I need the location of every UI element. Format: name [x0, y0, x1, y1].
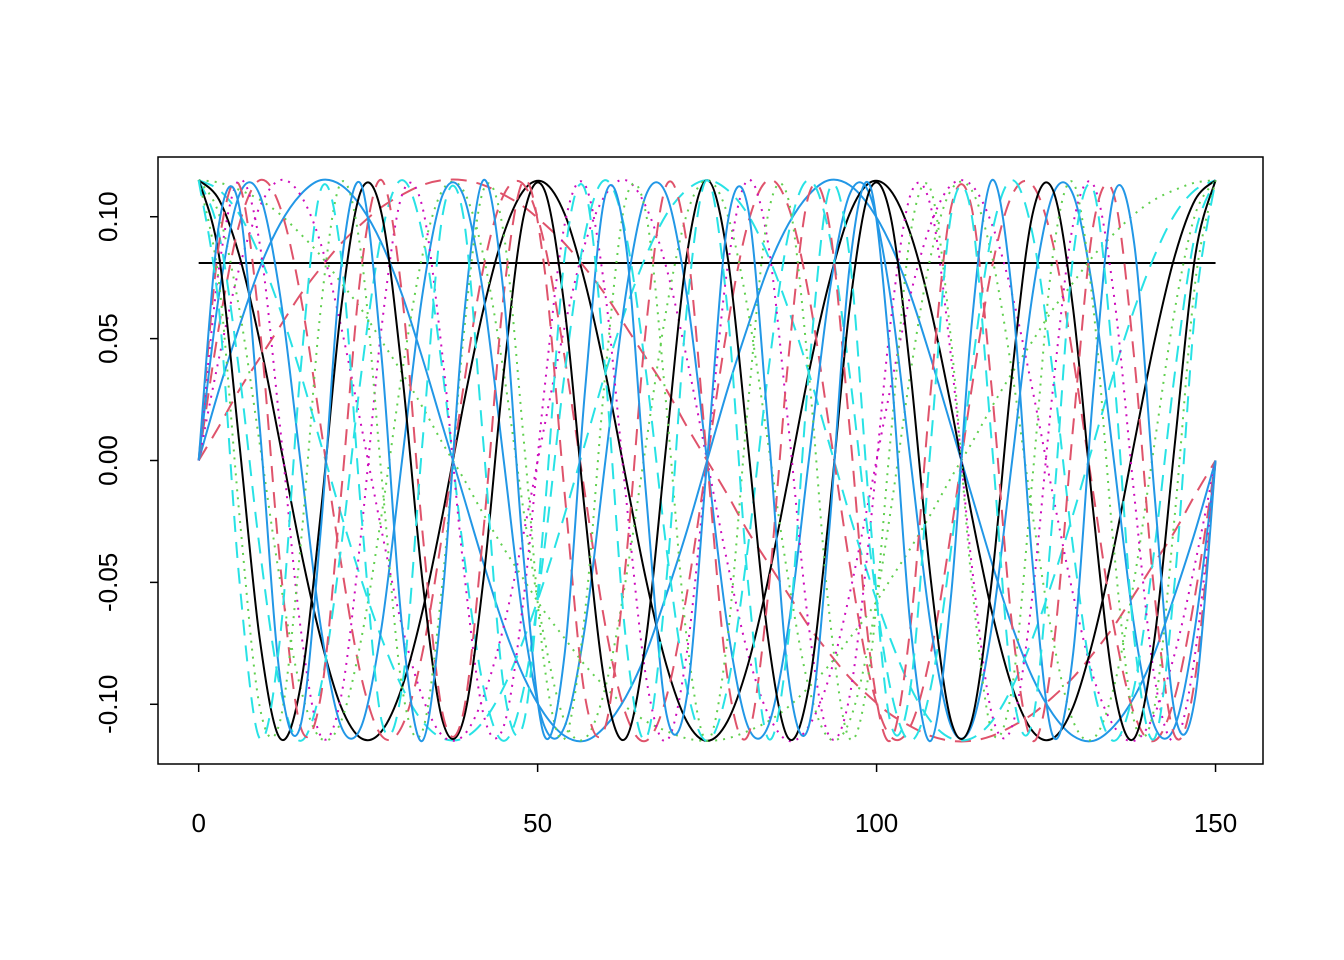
y-tick-label: 0.10	[93, 191, 123, 242]
series-line	[197, 179, 1217, 742]
y-tick-label: -0.05	[93, 553, 123, 612]
y-tick-label: -0.10	[93, 675, 123, 734]
x-tick-label: 150	[1194, 808, 1237, 838]
series-line	[197, 179, 1217, 741]
y-tick-label: 0.05	[93, 313, 123, 364]
series-line	[197, 179, 1217, 742]
x-tick-label: 100	[855, 808, 898, 838]
series-line	[197, 179, 1217, 742]
x-tick-label: 50	[523, 808, 552, 838]
series-line	[198, 179, 1216, 742]
series-line	[197, 178, 1217, 743]
plot-lines	[197, 178, 1217, 743]
y-tick-label: 0.00	[93, 435, 123, 486]
x-tick-label: 0	[191, 808, 205, 838]
